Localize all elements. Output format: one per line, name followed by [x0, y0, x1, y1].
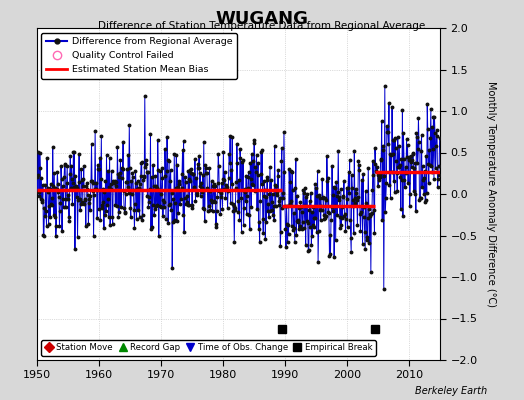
Text: Berkeley Earth: Berkeley Earth — [415, 386, 487, 396]
Text: Difference of Station Temperature Data from Regional Average: Difference of Station Temperature Data f… — [99, 21, 425, 31]
Y-axis label: Monthly Temperature Anomaly Difference (°C): Monthly Temperature Anomaly Difference (… — [486, 81, 496, 307]
Legend: Station Move, Record Gap, Time of Obs. Change, Empirical Break: Station Move, Record Gap, Time of Obs. C… — [41, 340, 376, 356]
Text: WUGANG: WUGANG — [215, 10, 309, 28]
